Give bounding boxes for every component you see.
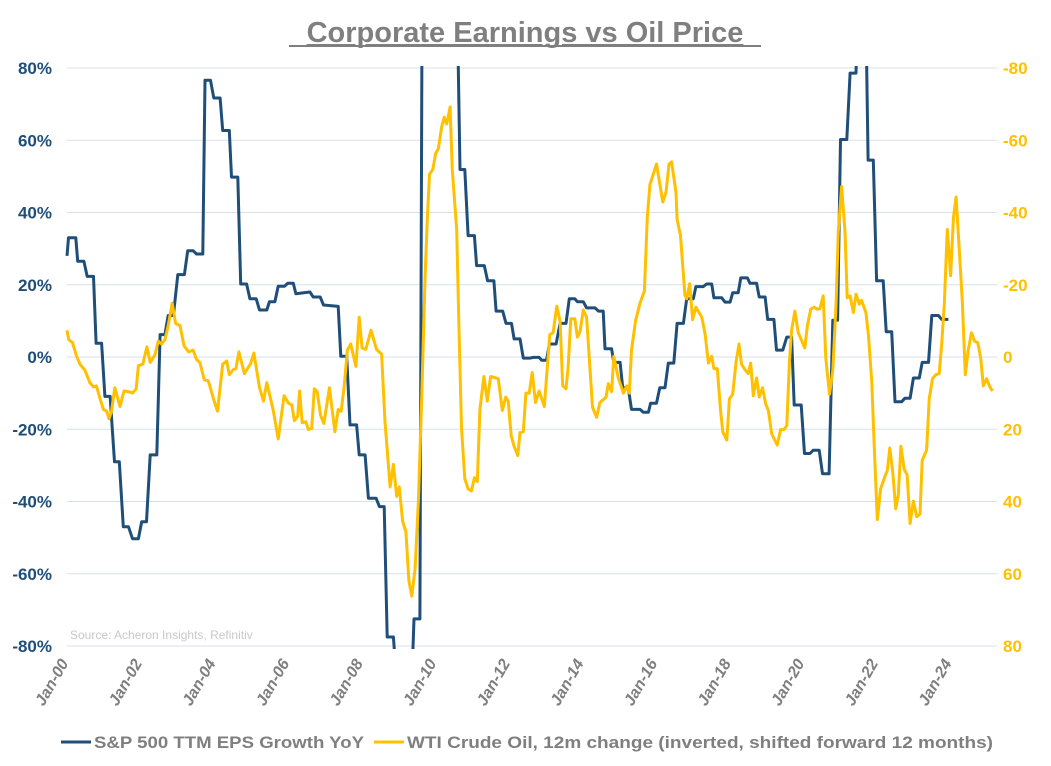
right-tick-label: 60 (1003, 565, 1022, 584)
left-tick-label: -40% (12, 493, 52, 512)
left-tick-label: -80% (12, 637, 52, 656)
x-tick-label: Jan-02 (106, 656, 146, 708)
left-axis: 80% 60% 40% 20% 0% -20% -40% -60% -80% (12, 59, 52, 656)
left-tick-label: -60% (12, 565, 52, 584)
x-tick-label: Jan-22 (842, 656, 882, 708)
x-tick-label: Jan-04 (180, 656, 220, 708)
right-axis: -80 -60 -40 -20 0 20 40 60 80 (1003, 59, 1028, 656)
right-tick-label: 20 (1003, 420, 1022, 439)
x-tick-label: Jan-14 (548, 656, 588, 708)
legend-label-oil: WTI Crude Oil, 12m change (inverted, shi… (407, 733, 993, 752)
right-tick-label: -60 (1003, 131, 1028, 150)
left-tick-label: 80% (18, 59, 52, 78)
left-tick-label: 20% (18, 276, 52, 295)
legend: S&P 500 TTM EPS Growth YoY WTI Crude Oil… (61, 733, 993, 752)
x-tick-label: Jan-20 (768, 656, 808, 708)
series-line-eps-growth (65, 66, 949, 649)
x-tick-label: Jan-10 (400, 656, 440, 708)
x-tick-label: Jan-24 (916, 656, 956, 708)
legend-label-eps: S&P 500 TTM EPS Growth YoY (94, 733, 365, 752)
x-axis: Jan-00 Jan-02 Jan-04 Jan-06 Jan-08 Jan-10 Jan-… (32, 656, 955, 708)
legend-item-eps[interactable]: S&P 500 TTM EPS Growth YoY (61, 733, 365, 752)
x-tick-label: Jan-06 (253, 656, 293, 708)
right-tick-label: -80 (1003, 59, 1028, 78)
plot-lines (65, 66, 994, 649)
left-tick-label: 40% (18, 204, 52, 223)
x-tick-label: Jan-12 (474, 656, 514, 708)
x-tick-label: Jan-16 (621, 656, 661, 708)
source-note: Source: Acheron Insights, Refinitiv (70, 628, 253, 642)
x-tick-label: Jan-18 (695, 656, 735, 708)
right-tick-label: 40 (1003, 493, 1022, 512)
left-tick-label: -20% (12, 420, 52, 439)
x-tick-label: Jan-00 (32, 656, 72, 708)
left-tick-label: 0% (27, 348, 52, 367)
series-line-wti-oil (65, 105, 994, 598)
left-tick-label: 60% (18, 131, 52, 150)
x-tick-label: Jan-08 (327, 656, 367, 708)
right-tick-label: -20 (1003, 276, 1028, 295)
right-tick-label: 0 (1003, 348, 1012, 367)
right-tick-label: 80 (1003, 637, 1022, 656)
legend-item-oil[interactable]: WTI Crude Oil, 12m change (inverted, shi… (374, 733, 993, 752)
right-tick-label: -40 (1003, 204, 1028, 223)
chart-title: Corporate Earnings vs Oil Price (307, 17, 744, 49)
